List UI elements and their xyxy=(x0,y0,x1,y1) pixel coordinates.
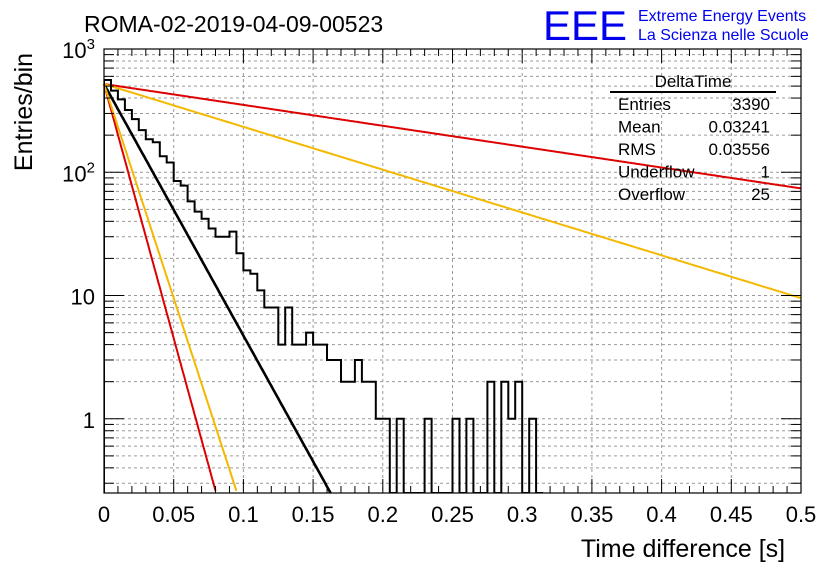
y-tick-label: 1 xyxy=(83,408,95,433)
model-line-upper xyxy=(103,83,802,300)
y-axis-label: Entries/bin xyxy=(10,53,38,171)
stats-value: 0.03241 xyxy=(709,118,770,137)
model-line-lower xyxy=(103,83,238,492)
stats-value: 1 xyxy=(761,163,770,182)
x-tick-label: 0.25 xyxy=(431,502,474,527)
x-tick-label: 0.35 xyxy=(570,502,613,527)
x-tick-label: 0.05 xyxy=(152,502,195,527)
model-lines xyxy=(102,83,802,494)
x-tick-label: 0.5 xyxy=(786,502,817,527)
y-tick-label: 10 xyxy=(71,285,95,310)
x-tick-label: 0.15 xyxy=(292,502,335,527)
stats-value: 25 xyxy=(751,185,770,204)
logo-line-2: La Scienza nelle Scuole xyxy=(638,27,809,44)
stats-label: Overflow xyxy=(618,185,686,204)
x-tick-label: 0.3 xyxy=(507,502,538,527)
stats-label: Mean xyxy=(618,118,661,137)
y-tick-label: 102 xyxy=(62,159,95,186)
model-line-fit xyxy=(102,83,332,494)
x-tick-label: 0 xyxy=(98,502,110,527)
stats-label: Underflow xyxy=(618,163,695,182)
stats-label: Entries xyxy=(618,95,671,114)
logo-line-1: Extreme Energy Events xyxy=(638,8,806,25)
stats-title: DeltaTime xyxy=(655,72,732,91)
x-tick-label: 0.1 xyxy=(228,502,259,527)
x-axis-label: Time difference [s] xyxy=(581,535,785,563)
x-tick-label: 0.2 xyxy=(368,502,399,527)
x-tick-label: 0.45 xyxy=(710,502,753,527)
x-tick-label: 0.4 xyxy=(646,502,677,527)
model-line-upper xyxy=(103,83,802,190)
plot-title: ROMA-02-2019-04-09-00523 xyxy=(84,11,383,37)
stats-label: RMS xyxy=(618,140,656,159)
y-tick-label: 103 xyxy=(62,36,95,63)
histogram-outline xyxy=(104,79,544,493)
stats-value: 0.03556 xyxy=(709,140,770,159)
stats-box: DeltaTime Entries 3390 Mean 0.03241 RMS 0.035… xyxy=(610,72,776,204)
model-line-lower xyxy=(103,83,217,492)
histogram xyxy=(104,79,544,493)
eee-logo: EEE xyxy=(543,2,627,49)
stats-value: 3390 xyxy=(732,95,770,114)
axes: 0 0.05 0.1 0.15 0.2 0.25 0.3 0.35 0.4 0.45 0.5 1 10 1… xyxy=(62,36,816,527)
